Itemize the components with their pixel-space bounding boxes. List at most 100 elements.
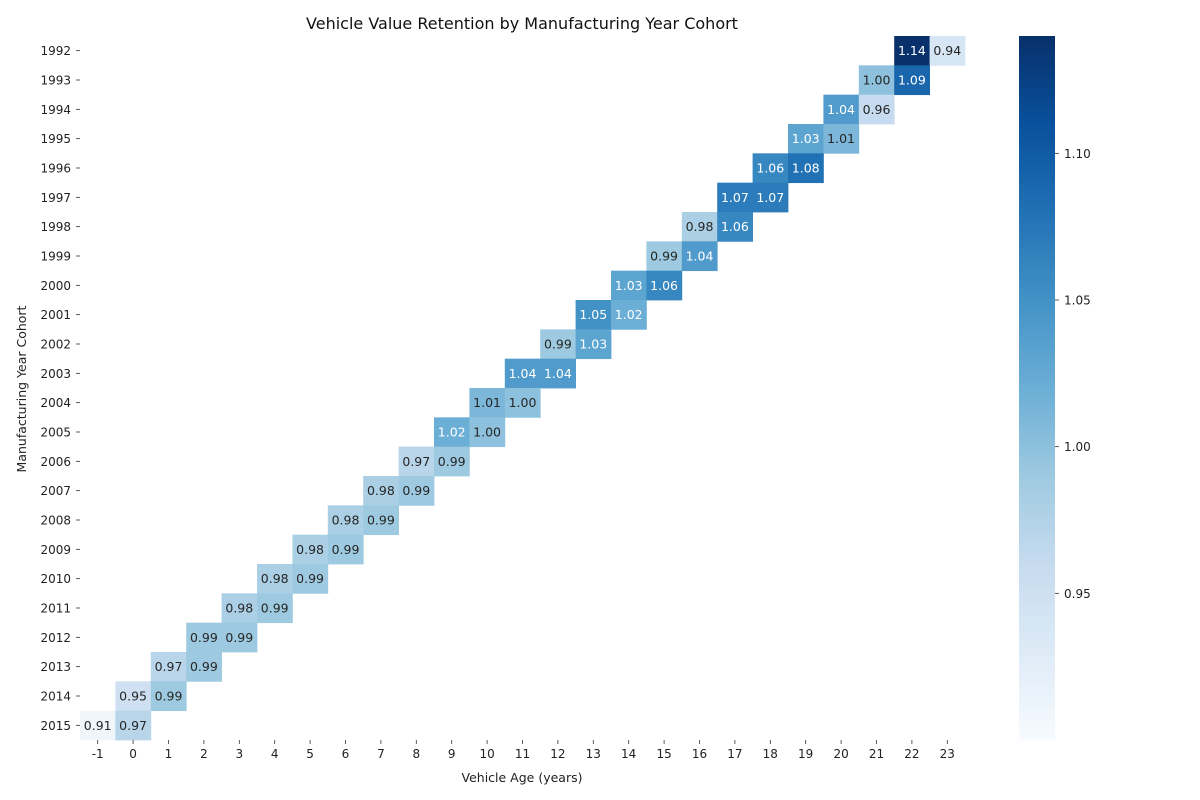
- cell-value-label: 1.07: [756, 190, 784, 205]
- cell-value-label: 0.94: [933, 43, 961, 58]
- cell-value-label: 0.91: [84, 718, 112, 733]
- y-tick-label: 1996: [40, 161, 71, 175]
- y-tick-label: 1994: [40, 103, 71, 117]
- heatmap-cell: [221, 622, 258, 653]
- y-tick-label: 1999: [40, 249, 71, 263]
- y-tick-label: 2007: [40, 484, 71, 498]
- cell-value-label: 0.99: [190, 630, 218, 645]
- heatmap-cell: [540, 358, 576, 389]
- heatmap-cells: 1.14 0.94 1.00 1.09 1.04 0.96 1.03 1.01 1.06 1.08…: [80, 36, 966, 741]
- x-tick-label: -1: [92, 747, 104, 761]
- heatmap-cell: [752, 153, 789, 184]
- x-axis-ticks: -1 0 1 2 3 4 5 6 7 8 9 10 11 12 13 14 15 16 17 18 19 20 21 22 23: [92, 739, 955, 761]
- cell-value-label: 1.03: [579, 336, 607, 351]
- cell-value-label: 1.06: [721, 219, 749, 234]
- heatmap-cell: [186, 651, 222, 682]
- x-tick-label: 8: [412, 747, 420, 761]
- cell-value-label: 1.02: [615, 307, 643, 322]
- heatmap-cell: [150, 651, 187, 682]
- cell-value-label: 1.05: [579, 307, 607, 322]
- y-tick-label: 1992: [40, 44, 71, 58]
- cell-value-label: 1.01: [827, 131, 855, 146]
- heatmap-cell: [221, 593, 258, 624]
- heatmap-cell: [894, 65, 930, 96]
- heatmap-cell: [469, 417, 506, 448]
- cell-value-label: 0.96: [863, 102, 891, 117]
- x-tick-label: 1: [165, 747, 173, 761]
- cell-value-label: 0.99: [438, 454, 466, 469]
- chart-title: Vehicle Value Retention by Manufacturing…: [306, 14, 738, 33]
- cell-value-label: 0.97: [119, 718, 147, 733]
- heatmap-cell: [575, 329, 612, 360]
- cell-value-label: 1.03: [792, 131, 820, 146]
- cell-value-label: 1.04: [686, 248, 714, 263]
- x-axis-label: Vehicle Age (years): [462, 770, 583, 785]
- cell-value-label: 0.98: [332, 512, 360, 527]
- heatmap-cell: [858, 65, 895, 96]
- cell-value-label: 0.97: [155, 659, 183, 674]
- heatmap-cell: [257, 593, 293, 624]
- y-tick-label: 2015: [40, 719, 71, 733]
- colorbar-tick-label: 1.05: [1064, 294, 1091, 308]
- heatmap-cell: [434, 446, 470, 477]
- cell-value-label: 0.99: [296, 571, 324, 586]
- cell-value-label: 0.99: [332, 542, 360, 557]
- cell-value-label: 1.09: [898, 72, 926, 87]
- cell-value-label: 0.99: [650, 248, 678, 263]
- x-tick-label: 7: [377, 747, 385, 761]
- x-tick-label: 9: [448, 747, 456, 761]
- x-tick-label: 15: [656, 747, 671, 761]
- cell-value-label: 1.00: [863, 72, 891, 87]
- y-tick-label: 2003: [40, 367, 71, 381]
- heatmap-cell: [611, 299, 647, 330]
- y-tick-label: 2000: [40, 279, 71, 293]
- x-tick-label: 14: [621, 747, 636, 761]
- x-tick-label: 6: [342, 747, 350, 761]
- cell-value-label: 0.97: [402, 454, 430, 469]
- y-tick-label: 2002: [40, 337, 71, 351]
- heatmap-cell: [788, 123, 824, 154]
- heatmap-cell: [575, 299, 612, 330]
- cell-value-label: 1.08: [792, 160, 820, 175]
- x-tick-label: 0: [129, 747, 137, 761]
- y-tick-label: 2006: [40, 455, 71, 469]
- cell-value-label: 0.98: [367, 483, 395, 498]
- x-tick-label: 11: [515, 747, 530, 761]
- heatmap-cell: [186, 622, 222, 653]
- heatmap-cell: [504, 358, 541, 389]
- cell-value-label: 1.04: [544, 366, 572, 381]
- heatmap-cell: [257, 563, 293, 594]
- colorbar-ticks: 0.95 1.00 1.05 1.10: [1055, 147, 1091, 601]
- cell-value-label: 1.04: [509, 366, 537, 381]
- heatmap-cell: [398, 446, 435, 477]
- colorbar-tick-label: 1.10: [1064, 147, 1091, 161]
- colorbar-tick-label: 0.95: [1064, 587, 1091, 601]
- x-tick-label: 4: [271, 747, 279, 761]
- heatmap-cell: [292, 534, 329, 565]
- y-axis-ticks: 1992 1993 1994 1995 1996 1997 1998 1999 2000 2001…: [40, 44, 80, 733]
- cell-value-label: 0.99: [402, 483, 430, 498]
- x-tick-label: 21: [869, 747, 884, 761]
- cell-value-label: 1.02: [438, 424, 466, 439]
- heatmap-cell: [894, 36, 930, 66]
- x-tick-label: 13: [586, 747, 601, 761]
- y-tick-label: 2009: [40, 543, 71, 557]
- heatmap-cell: [823, 94, 860, 125]
- heatmap-cell: [681, 211, 718, 242]
- y-tick-label: 2010: [40, 572, 71, 586]
- x-tick-label: 5: [306, 747, 314, 761]
- colorbar-tick-label: 1.00: [1064, 440, 1091, 454]
- heatmap-cell: [646, 270, 683, 301]
- cell-value-label: 1.07: [721, 190, 749, 205]
- heatmap-cell: [434, 417, 470, 448]
- heatmap-cell: [788, 153, 824, 184]
- heatmap-cell: [150, 681, 187, 712]
- cell-value-label: 0.99: [225, 630, 253, 645]
- cell-value-label: 1.04: [827, 102, 855, 117]
- cell-value-label: 1.00: [473, 424, 501, 439]
- heatmap-cell: [823, 123, 860, 154]
- cell-value-label: 0.99: [261, 600, 289, 615]
- heatmap-cell: [115, 710, 152, 741]
- cell-value-label: 0.99: [155, 688, 183, 703]
- heatmap-cell: [327, 505, 364, 536]
